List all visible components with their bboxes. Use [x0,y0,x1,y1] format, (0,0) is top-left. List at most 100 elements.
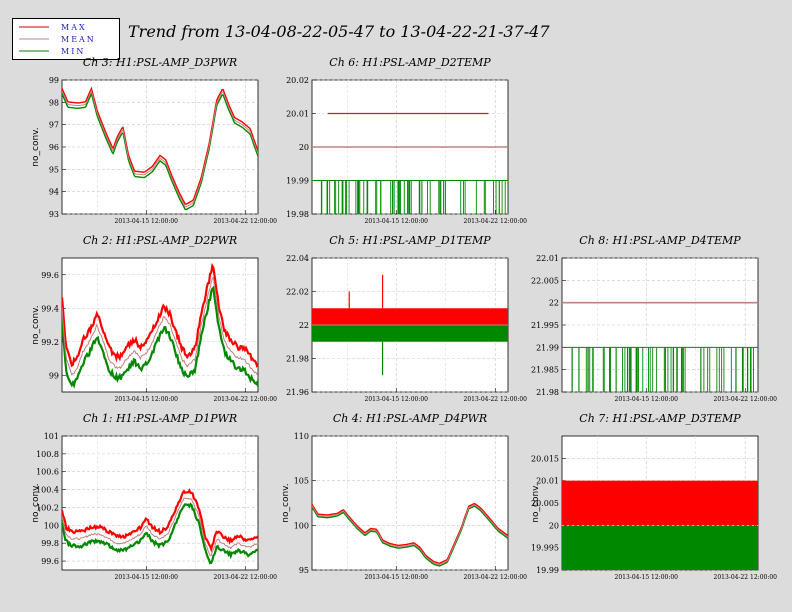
y-tick-label: 100.6 [36,468,59,477]
series-group [312,274,508,376]
y-tick-label: 21.99 [536,343,559,352]
x-tick-label: 2013-04-15 12:00:00 [365,574,429,581]
x-tick-label: 2013-04-15 12:00:00 [365,218,429,225]
y-tick-label: 22.02 [286,288,309,297]
y-tick-label: 22.04 [286,254,309,263]
panel-title: Ch 6: H1:PSL-AMP_D2TEMP [329,56,491,69]
y-tick-label: 99.2 [41,338,59,347]
x-tick-label: 2013-04-22 12:00:00 [214,396,278,403]
series-group [312,502,508,567]
y-tick-label: 99.6 [41,271,59,280]
y-tick-label: 99.4 [41,304,59,313]
y-tick-label: 21.98 [536,388,559,397]
y-tick-label: 20 [549,521,559,530]
series-max-line [62,488,258,553]
series-mean-line [62,276,258,377]
y-tick-label: 100 [294,521,309,530]
x-tick-label: 2013-04-15 12:00:00 [365,396,429,403]
panel-title: Ch 4: H1:PSL-AMP_D4PWR [333,412,487,425]
panel-title: Ch 7: H1:PSL-AMP_D3TEMP [579,412,741,425]
panel-title: Ch 5: H1:PSL-AMP_D1TEMP [329,234,491,247]
series-min-line [62,285,258,389]
y-tick-label: 22.01 [536,254,559,263]
y-tick-label: 20 [299,143,309,152]
series-group [312,112,508,214]
series-max-band [562,480,758,526]
y-tick-label: 20.015 [531,454,559,463]
x-tick-label: 2013-04-22 12:00:00 [464,218,528,225]
panel-title: Ch 3: H1:PSL-AMP_D3PWR [83,56,237,69]
x-tick-label: 2013-04-15 12:00:00 [115,396,179,403]
panel-ch1: Ch 1: H1:PSL-AMP_D1PWR 99.6 99.8 100 100.2 10… [31,412,277,581]
y-tick-label: 22 [299,321,309,330]
series-min-band [562,525,758,570]
y-tick-label: 105 [294,477,309,486]
panel-ch2: Ch 2: H1:PSL-AMP_D2PWR 99 99.2 99.4 99.6 2013… [31,234,277,403]
y-tick-label: 101 [44,432,59,441]
legend-graphic: MAX MEAN MIN [19,23,96,56]
series-min-line [62,502,258,565]
panel-ch8: Ch 8: H1:PSL-AMP_D4TEMP 21.98 21.985 21.99 2… [531,234,777,403]
x-tick-label: 2013-04-15 12:00:00 [615,396,679,403]
y-tick-label: 99 [49,371,59,380]
y-tick-label: 100.8 [36,450,59,459]
x-tick-label: 2013-04-22 12:00:00 [714,396,778,403]
series-min-band [312,325,508,342]
series-group [62,488,258,565]
series-mean-line [62,497,258,557]
y-tick-label: 22.005 [531,276,559,285]
legend: MAX MEAN MIN [12,18,120,60]
y-tick-label: 21.96 [286,388,309,397]
x-tick-label: 2013-04-22 12:00:00 [464,574,528,581]
y-tick-label: 22 [549,299,559,308]
panel-title: Ch 8: H1:PSL-AMP_D4TEMP [579,234,741,247]
y-tick-label: 21.985 [531,366,559,375]
x-tick-label: 2013-04-22 12:00:00 [214,218,278,225]
legend-label-mean: MEAN [61,35,96,44]
y-tick-label: 99 [49,76,59,85]
y-tick-label: 96 [49,143,59,152]
y-tick-label: 110 [294,432,309,441]
y-axis-label: no_conv. [31,483,41,522]
y-tick-label: 97 [49,121,59,130]
legend-label-max: MAX [61,23,87,32]
y-tick-label: 95 [299,566,309,575]
series-group [562,480,758,570]
series-mean-line [312,504,508,566]
panel-title: Ch 2: H1:PSL-AMP_D2PWR [83,234,237,247]
legend-label-min: MIN [61,47,85,56]
series-mean-line [62,89,258,208]
series-max-line [312,502,508,565]
y-tick-label: 20.01 [286,110,309,119]
y-tick-label: 20.005 [531,499,559,508]
series-max-line [62,262,258,368]
y-tick-label: 95 [49,165,59,174]
y-tick-label: 100 [44,521,59,530]
y-tick-label: 19.99 [536,566,559,575]
series-group [562,301,758,392]
y-tick-label: 21.995 [531,321,559,330]
x-tick-label: 2013-04-15 12:00:00 [615,574,679,581]
y-tick-label: 94 [49,188,59,197]
series-min-line [312,505,508,567]
plot-area [61,435,259,571]
y-axis-label: no_conv. [281,483,291,522]
panel-ch5: Ch 5: H1:PSL-AMP_D1TEMP 21.96 21.98 22 22.02… [286,234,527,403]
x-tick-label: 2013-04-15 12:00:00 [115,574,179,581]
y-tick-label: 99.8 [41,539,59,548]
series-max-line [62,86,258,205]
y-tick-label: 99.6 [41,557,59,566]
y-tick-label: 19.98 [286,210,309,219]
y-axis-label: no_conv. [31,305,41,344]
panel-title: Ch 1: H1:PSL-AMP_D1PWR [83,412,237,425]
x-tick-label: 2013-04-22 12:00:00 [214,574,278,581]
series-max-band [312,308,508,325]
y-tick-label: 19.995 [531,544,559,553]
y-tick-label: 19.99 [286,177,309,186]
series-group [62,262,258,389]
panel-ch3: Ch 3: H1:PSL-AMP_D3PWR 93 94 95 96 97 98 99 2013… [31,56,277,225]
plot-area [311,435,509,571]
x-tick-label: 2013-04-22 12:00:00 [714,574,778,581]
y-axis-label: no_conv. [531,483,541,522]
